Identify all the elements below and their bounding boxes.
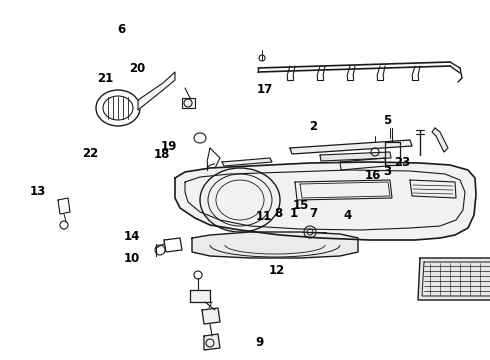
Text: 4: 4 [344, 209, 352, 222]
Text: 23: 23 [393, 156, 410, 169]
Text: 3: 3 [383, 165, 391, 178]
Text: 15: 15 [293, 199, 309, 212]
Text: 6: 6 [118, 23, 125, 36]
Text: 21: 21 [97, 72, 114, 85]
Polygon shape [192, 232, 358, 258]
Polygon shape [138, 72, 175, 110]
Text: 5: 5 [383, 114, 391, 127]
Text: 16: 16 [364, 169, 381, 182]
Text: 11: 11 [255, 210, 272, 223]
Text: 17: 17 [256, 83, 273, 96]
Polygon shape [204, 334, 220, 350]
Polygon shape [432, 128, 448, 152]
Text: 9: 9 [256, 336, 264, 349]
Text: 2: 2 [310, 120, 318, 133]
Text: 18: 18 [153, 148, 170, 161]
Text: 13: 13 [30, 185, 47, 198]
Text: 12: 12 [269, 264, 285, 277]
Polygon shape [182, 98, 195, 108]
Text: 7: 7 [310, 207, 318, 220]
Text: 20: 20 [129, 62, 146, 75]
Polygon shape [222, 158, 272, 166]
Polygon shape [320, 152, 391, 161]
Text: 10: 10 [124, 252, 141, 265]
Polygon shape [175, 162, 476, 240]
Polygon shape [202, 308, 220, 324]
Polygon shape [290, 140, 412, 154]
Text: 19: 19 [161, 140, 177, 153]
Polygon shape [340, 158, 386, 170]
Polygon shape [190, 290, 210, 302]
Text: 8: 8 [274, 207, 282, 220]
Text: 1: 1 [290, 207, 298, 220]
Polygon shape [418, 258, 490, 300]
Text: 14: 14 [124, 230, 141, 243]
Text: 22: 22 [82, 147, 99, 160]
